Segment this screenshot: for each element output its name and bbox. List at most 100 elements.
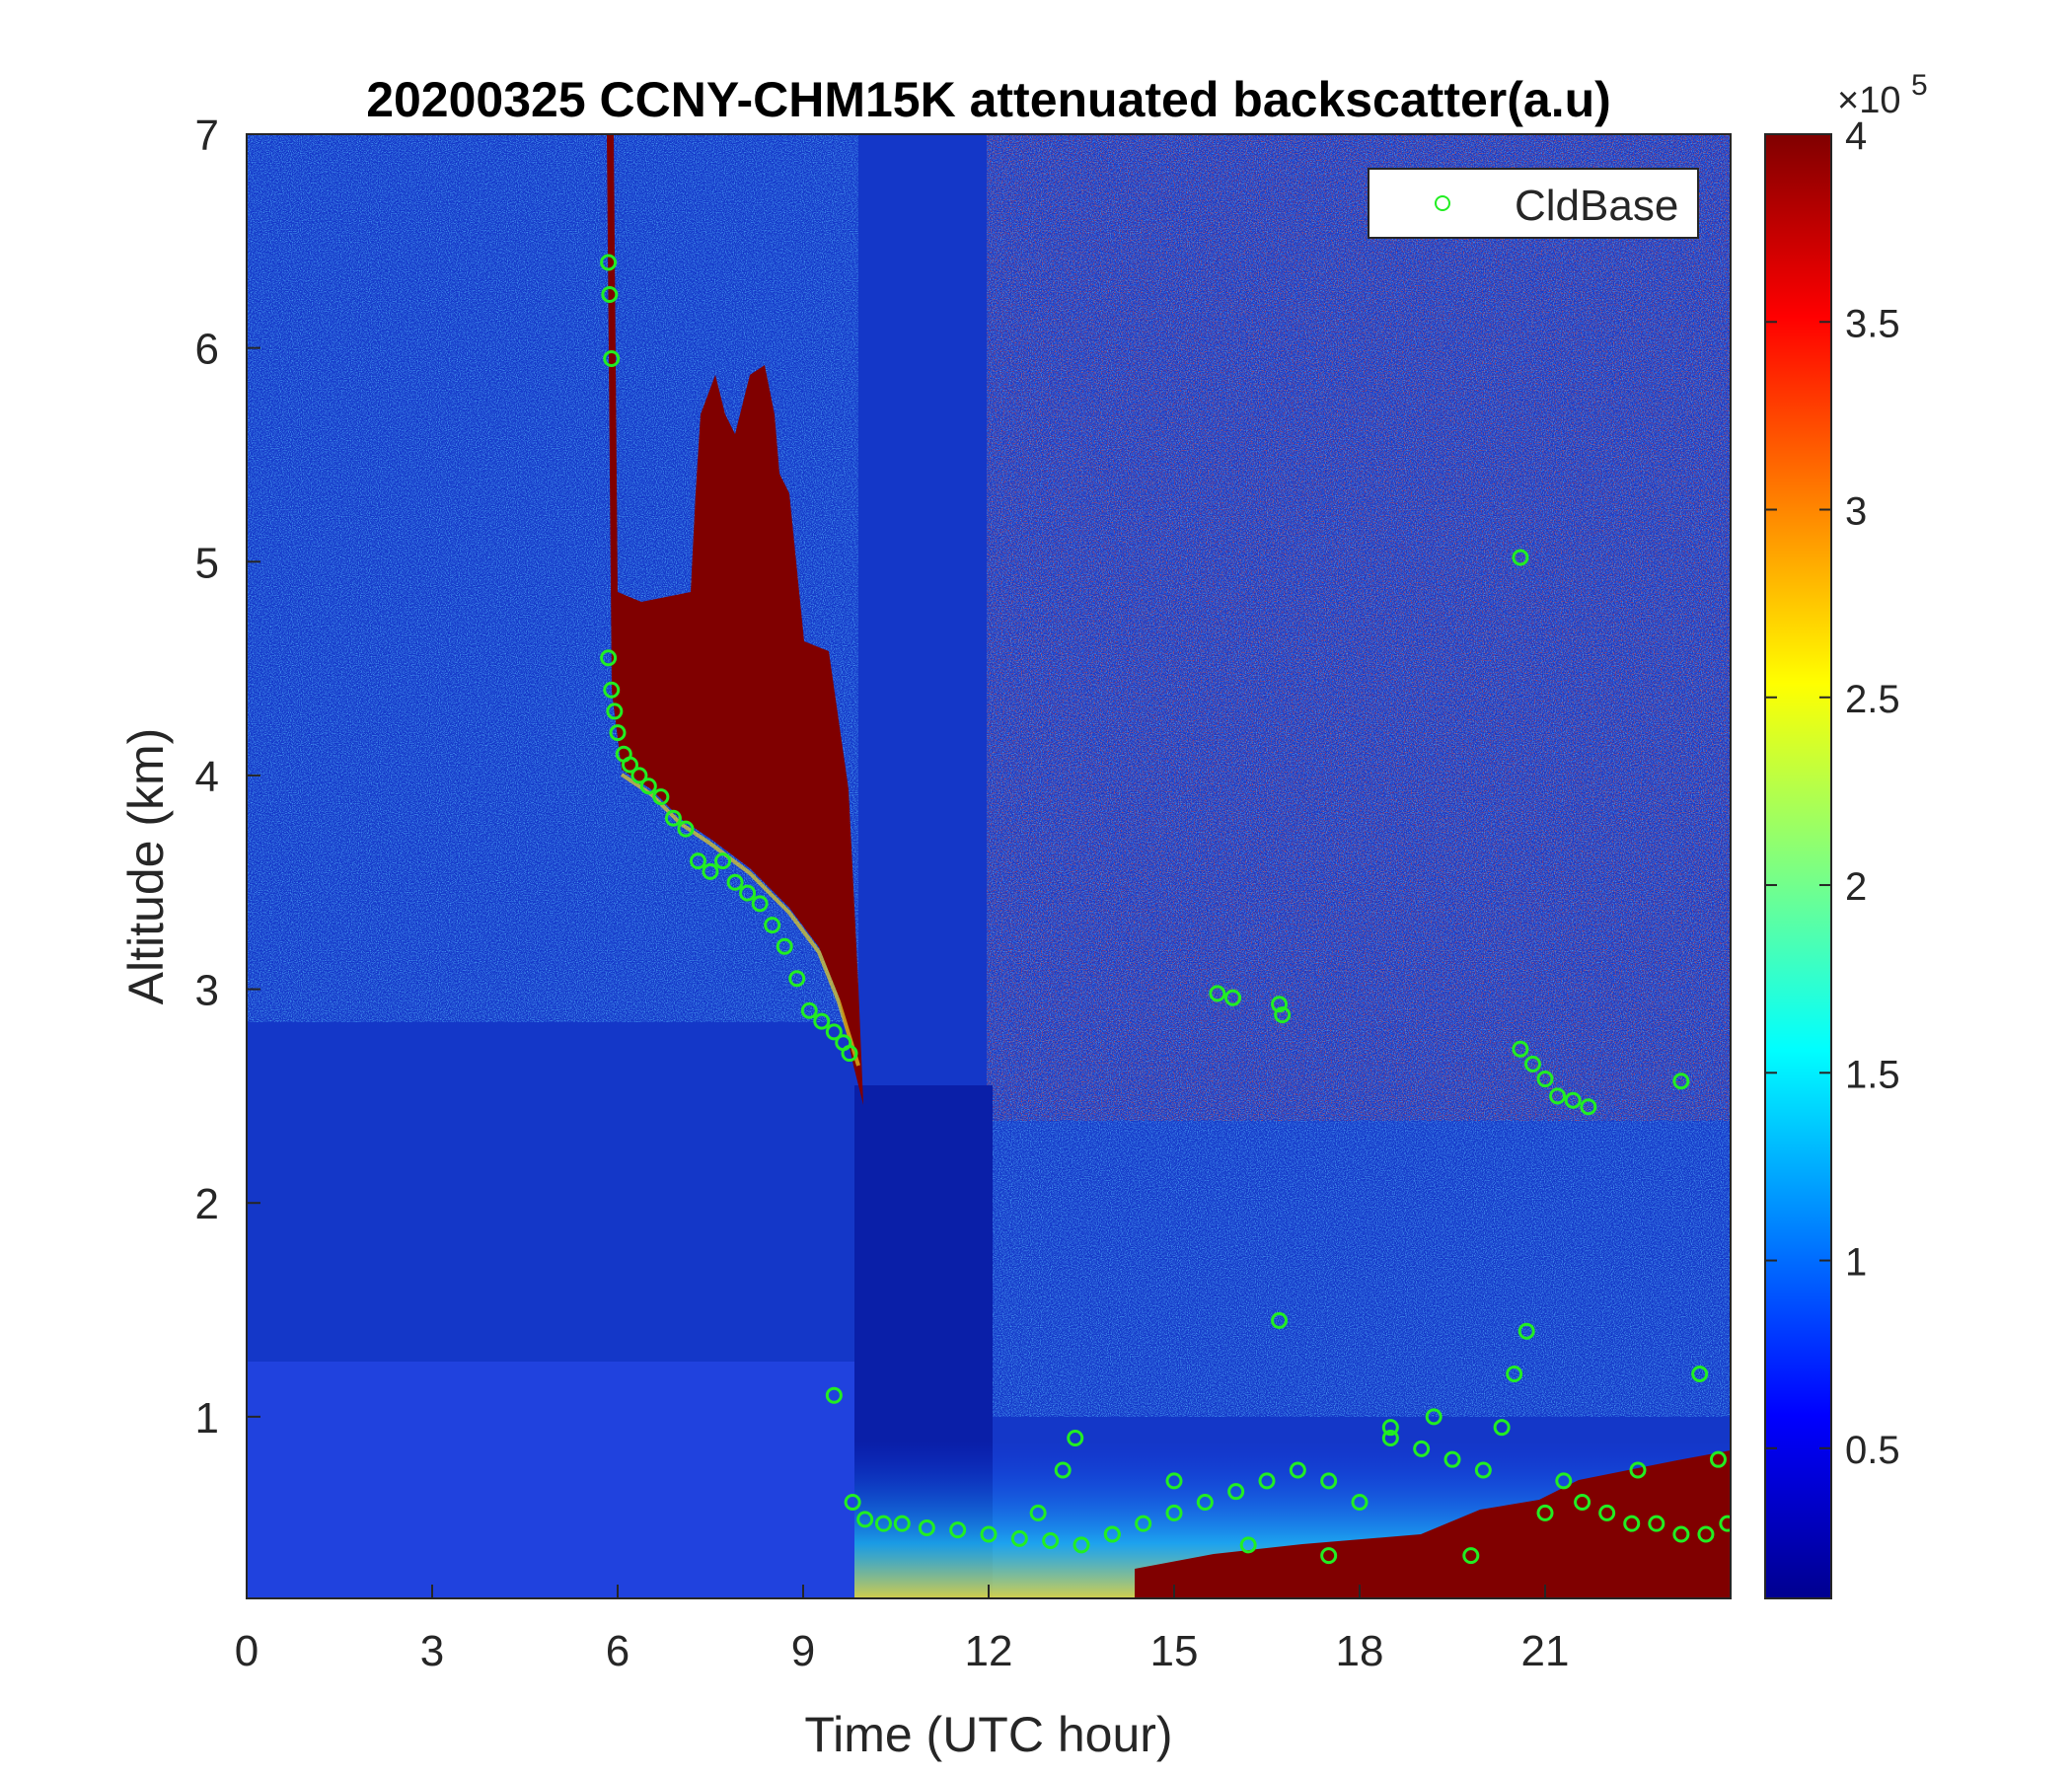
cldbase-point	[702, 862, 719, 880]
colorbar-tick-label: 2	[1845, 865, 1867, 909]
cldbase-point	[652, 788, 670, 806]
legend-label-cldbase: CldBase	[1515, 182, 1678, 230]
cldbase-point	[1580, 1098, 1597, 1116]
cldbase-point	[893, 1515, 911, 1532]
cldbase-point	[1517, 1322, 1535, 1340]
y-tick-label: 3	[195, 967, 219, 1015]
cldbase-point	[856, 1511, 874, 1528]
cldbase-point	[1512, 549, 1529, 566]
cldbase-point	[1351, 1494, 1369, 1512]
cldbase-point	[751, 895, 769, 913]
heatmap-low-band	[247, 1362, 858, 1598]
cldbase-point	[630, 767, 648, 784]
cldbase-point	[1054, 1461, 1072, 1479]
x-tick-label: 9	[791, 1627, 815, 1675]
cldbase-point	[639, 777, 657, 795]
x-axis: 0 3 6 9 12 15 18 21	[235, 1585, 1570, 1675]
surface-cloud-layer	[1135, 1450, 1731, 1598]
cldbase-point	[800, 1001, 818, 1019]
cldbase-point	[664, 809, 682, 827]
cldbase-point	[1672, 1525, 1690, 1543]
cldbase-point	[1103, 1525, 1121, 1543]
cldbase-point	[609, 724, 627, 742]
cldbase-point	[1320, 1547, 1338, 1565]
legend: CldBase	[1368, 168, 1699, 239]
cldbase-point	[603, 681, 621, 699]
cldbase-point	[1719, 1515, 1731, 1532]
cldbase-point	[918, 1519, 935, 1537]
cldbase-point	[813, 1012, 831, 1030]
legend-marker-cldbase	[1435, 195, 1450, 211]
cldbase-point	[1555, 1472, 1573, 1490]
y-axis: 1 2 3 4 5 6 7	[195, 111, 260, 1443]
cldbase-point	[714, 852, 732, 870]
cldbase-point	[677, 820, 695, 838]
cldbase-point	[949, 1521, 967, 1539]
x-tick-label: 6	[606, 1627, 629, 1675]
cldbase-point	[825, 1023, 843, 1041]
cldbase-point	[1135, 1515, 1152, 1532]
cldbase-point	[1564, 1091, 1582, 1109]
cldbase-point	[1029, 1504, 1047, 1521]
cldbase-point	[1274, 1006, 1292, 1024]
cldbase-point	[1165, 1504, 1183, 1521]
cldbase-point	[1289, 1461, 1306, 1479]
colorbar-tick-label: 4	[1845, 114, 1867, 158]
cldbase-point	[980, 1525, 998, 1543]
colorbar-tick-label: 3.5	[1845, 302, 1900, 345]
colorbar-ticks: 0.5 1 1.5 2 2.5 3 3.5 4	[1765, 114, 1900, 1472]
colorbar-tick-label: 1	[1845, 1241, 1867, 1285]
y-tick-label: 1	[195, 1394, 219, 1443]
cldbase-point	[1629, 1461, 1647, 1479]
cldbase-point	[1010, 1529, 1028, 1547]
cldbase-point	[1196, 1494, 1214, 1512]
colorbar-exponent: ×10 5	[1837, 69, 1928, 121]
colorbar: 0.5 1 1.5 2 2.5 3 3.5 4 ×10 5	[1764, 69, 1928, 1599]
cldbase-point	[689, 852, 706, 870]
cldbase-point	[1672, 1073, 1690, 1090]
chart-title: 20200325 CCNY-CHM15K attenuated backscat…	[366, 72, 1611, 127]
colorbar-tick-label: 2.5	[1845, 678, 1900, 721]
cldbase-point	[601, 285, 619, 303]
cldbase-point	[1320, 1472, 1338, 1490]
cldbase-point	[606, 703, 624, 720]
cldbase-point	[1425, 1408, 1443, 1426]
cldbase-point	[1623, 1515, 1641, 1532]
cldbase-point	[1536, 1071, 1554, 1088]
cldbase-point	[1224, 989, 1242, 1006]
cldbase-point	[1506, 1366, 1523, 1383]
cldbase-point	[1648, 1515, 1665, 1532]
cldbase-point	[874, 1515, 892, 1532]
cldbase-point	[788, 970, 806, 988]
cldbase-point	[1523, 1055, 1541, 1073]
y-tick-label: 6	[195, 326, 219, 374]
cldbase-point	[764, 917, 781, 934]
cldbase-point	[600, 254, 618, 271]
cldbase-point	[1042, 1532, 1060, 1550]
cldbase-point	[600, 649, 618, 667]
cldbase-point	[776, 937, 793, 955]
cldbase-point	[1209, 985, 1226, 1002]
cldbase-point	[622, 756, 639, 774]
x-tick-label: 21	[1521, 1627, 1570, 1675]
colorbar-exponent-base: ×10	[1837, 80, 1900, 121]
cldbase-point	[1413, 1440, 1431, 1457]
cldbase-point	[1474, 1461, 1492, 1479]
x-tick-label: 0	[235, 1627, 259, 1675]
cldbase-point	[1598, 1504, 1616, 1521]
colorbar-tick-label: 0.5	[1845, 1429, 1900, 1472]
colorbar-exponent-power: 5	[1911, 69, 1928, 102]
colorbar-tick-label: 1.5	[1845, 1053, 1900, 1096]
x-tick-label: 12	[965, 1627, 1013, 1675]
cldbase-point	[603, 349, 621, 367]
x-axis-label: Time (UTC hour)	[804, 1707, 1172, 1762]
cldbase-point	[1073, 1536, 1090, 1554]
cldbase-point	[1271, 1311, 1289, 1329]
cldbase-point	[1067, 1430, 1084, 1447]
cldbase-point	[844, 1494, 861, 1512]
cldbase-point	[1381, 1430, 1399, 1447]
cldbase-point	[1493, 1419, 1511, 1437]
cldbase-point	[726, 873, 744, 891]
cldbase-point	[1165, 1472, 1183, 1490]
